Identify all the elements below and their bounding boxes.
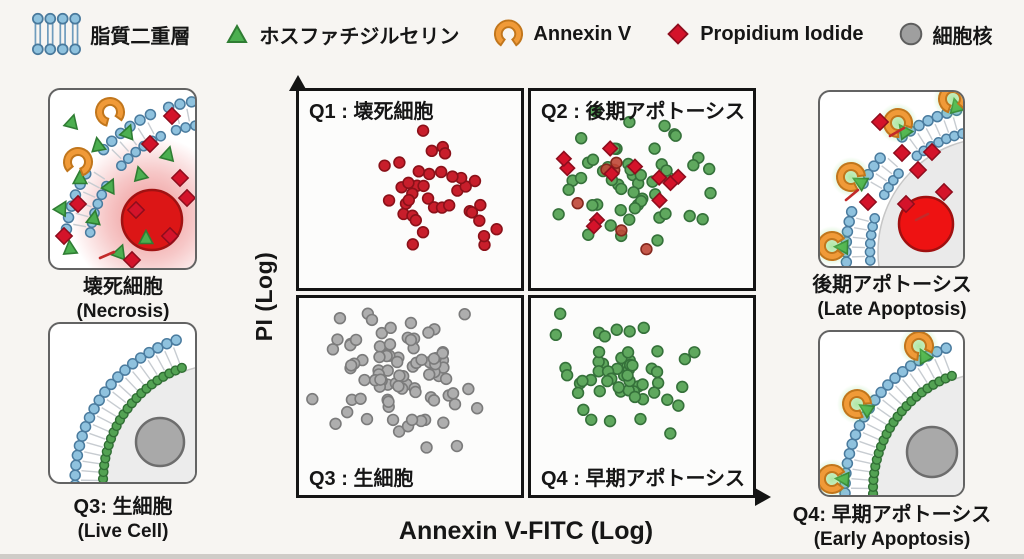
live-cell-caption-jp: Q3: 生細胞	[73, 496, 173, 518]
necrosis-cell-illustration	[51, 96, 195, 268]
q1-label: Q1 : 壊死細胞	[309, 101, 434, 123]
propidium-iodide-diamond-icon	[667, 23, 689, 45]
legend-item-cell-nucleus: 細胞核	[898, 20, 993, 49]
q4-scatter-dots	[549, 307, 701, 440]
early-apoptosis-caption-jp: Q4: 早期アポトーシス	[792, 504, 992, 526]
legend-item-propidium-iodide: Propidium Iodide	[665, 21, 864, 47]
legend-label-propidium-iodide: Propidium Iodide	[700, 22, 864, 45]
y-axis-arrowhead-icon	[288, 75, 307, 91]
necrosis-cell-panel	[48, 88, 197, 270]
late-apoptosis-panel	[818, 90, 965, 268]
legend-item-annexin-v: Annexin V	[493, 19, 631, 50]
late-apoptosis-illustration	[820, 92, 963, 266]
necrosis-caption-en: (Necrosis)	[76, 301, 170, 322]
bottom-edge-strip	[0, 554, 1024, 559]
x-axis-label: Annexin V-FITC (Log)	[398, 517, 654, 545]
early-apoptosis-caption: Q4: 早期アポトーシス (Early Apoptosis)	[780, 502, 1004, 553]
legend-label-cell-nucleus: 細胞核	[932, 25, 993, 48]
quadrant-q4-early-apoptosis: Q4 : 早期アポトーシス	[528, 295, 756, 498]
annexin-v-icon	[494, 19, 524, 47]
live-cell-caption: Q3: 生細胞 (Live Cell)	[23, 494, 223, 545]
quadrant-q2-late-apoptosis: Q2 : 後期アポトーシス	[528, 88, 756, 291]
live-cell-illustration	[69, 334, 195, 482]
q3-scatter-dots	[306, 307, 484, 454]
x-axis-arrowhead-icon	[755, 487, 771, 506]
lipid-bilayer-icon	[32, 12, 82, 56]
q1-scatter-dots	[378, 124, 503, 252]
necrosis-caption-jp: 壊死細胞	[83, 276, 163, 298]
q2-scatter-dots	[552, 104, 717, 256]
legend-label-annexin-v: Annexin V	[533, 22, 632, 45]
legend-bar: 脂質二重層 ホスファチジルセリン Annexin V Propidium Iod…	[0, 12, 1024, 56]
cell-nucleus-icon	[899, 22, 922, 46]
quadrant-q1-necrotic: Q1 : 壊死細胞	[296, 88, 524, 291]
necrosis-caption: 壊死細胞 (Necrosis)	[23, 274, 223, 325]
legend-label-lipid-bilayer: 脂質二重層	[90, 25, 191, 48]
live-cell-caption-en: (Live Cell)	[77, 521, 169, 542]
late-apoptosis-caption-en: (Late Apoptosis)	[817, 299, 967, 320]
late-apoptosis-caption-jp: 後期アポトーシス	[812, 274, 972, 296]
flow-cytometry-quadrant-plot: Q1 : 壊死細胞 Q2 : 後期アポトーシス Q3 : 生細胞 Q4 : 早期…	[288, 75, 771, 506]
y-axis-label: PI (Log)	[251, 251, 277, 342]
quadrant-grid: Q1 : 壊死細胞 Q2 : 後期アポトーシス Q3 : 生細胞 Q4 : 早期…	[296, 88, 756, 498]
live-cell-panel	[48, 322, 197, 484]
q4-label: Q4 : 早期アポトーシス	[541, 468, 746, 490]
q2-label: Q2 : 後期アポトーシス	[541, 101, 746, 123]
early-apoptosis-illustration	[820, 332, 963, 495]
legend-label-phosphatidylserine: ホスファチジルセリン	[259, 25, 460, 48]
early-apoptosis-caption-en: (Early Apoptosis)	[813, 529, 971, 550]
late-apoptosis-caption: 後期アポトーシス (Late Apoptosis)	[792, 272, 992, 323]
quadrant-q3-live: Q3 : 生細胞	[296, 295, 524, 498]
q3-label: Q3 : 生細胞	[309, 468, 414, 490]
legend-item-phosphatidylserine: ホスファチジルセリン	[224, 20, 459, 49]
phosphatidylserine-triangle-icon	[226, 23, 249, 43]
early-apoptosis-panel	[818, 330, 965, 497]
legend-item-lipid-bilayer: 脂質二重層	[31, 12, 190, 56]
